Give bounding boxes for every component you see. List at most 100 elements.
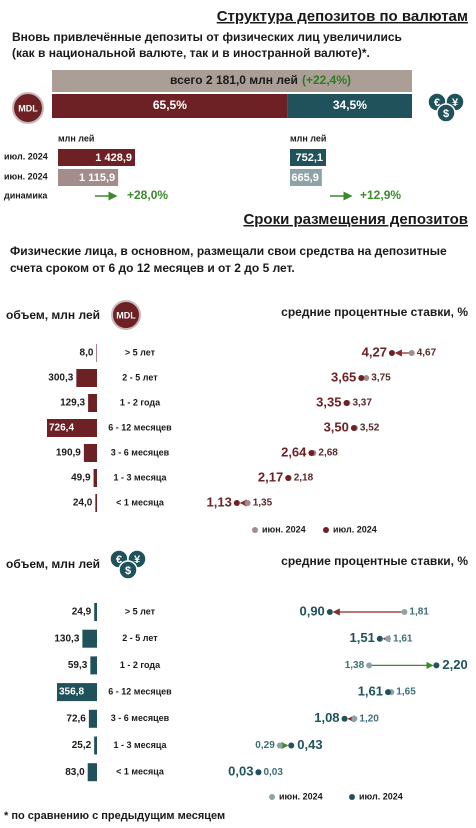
- rate-dot-jul: [376, 635, 383, 642]
- text-line: Вновь привлечённые депозиты от физически…: [12, 30, 402, 44]
- rate-label-jun: 1,65: [396, 687, 416, 698]
- table-bar: [58, 149, 135, 166]
- legend-swatch: [349, 794, 355, 800]
- category-label: 2 - 5 лет: [122, 633, 158, 643]
- volume-label: 24,9: [72, 607, 92, 618]
- rate-label-jul: 3,65: [331, 369, 356, 384]
- table-bar: [290, 169, 322, 186]
- rate-dot-jul: [343, 400, 350, 406]
- rate-label-jun: 4,67: [417, 348, 437, 359]
- volume-bar: [94, 736, 97, 755]
- fx-icon: [436, 103, 456, 123]
- volume-bar: [94, 603, 97, 621]
- volume-bar: [95, 494, 97, 512]
- rate-label-jun: 0,29: [255, 740, 275, 751]
- rate-dot-jul: [388, 350, 395, 356]
- volume-bar: [88, 709, 97, 728]
- volume-bar: [93, 469, 97, 487]
- unit-label: млн лей: [58, 133, 94, 143]
- volume-label: 129,3: [60, 398, 85, 409]
- rate-label-jun: 3,75: [371, 373, 391, 384]
- legend-label: июн. 2024: [262, 524, 306, 534]
- volume-bar: [96, 344, 97, 362]
- legend-swatch: [252, 527, 258, 533]
- category-label: > 5 лет: [125, 347, 156, 357]
- mdl-icon: [12, 92, 44, 124]
- fx-icon-symbol: ¥: [134, 554, 141, 566]
- rate-dot-jul: [255, 769, 262, 776]
- row-label: июн. 2024: [4, 171, 48, 181]
- total-label: всего 2 181,0 млн лей: [170, 73, 298, 87]
- volume-bar: [88, 394, 97, 412]
- total-bar: [52, 70, 412, 92]
- category-label: 3 - 6 месяцев: [111, 713, 170, 723]
- footnote: * по сравнению с предыдущим месяцем: [4, 810, 225, 822]
- text-line: счета сроком от 6 до 12 месяцев и от 2 д…: [10, 261, 295, 275]
- table-bar: [290, 149, 326, 166]
- row-label: динамика: [4, 190, 48, 200]
- volume-label: 49,9: [71, 473, 91, 484]
- category-label: 1 - 2 года: [120, 660, 161, 670]
- category-label: < 1 месяца: [116, 497, 165, 507]
- section-title: Сроки размещения депозитов: [243, 211, 468, 228]
- rate-dot-jul: [288, 742, 295, 749]
- rate-label-jul: 1,13: [207, 494, 232, 509]
- category-label: 2 - 5 лет: [122, 372, 158, 382]
- volume-axis-label: объем, млн лей: [6, 308, 100, 322]
- table-value: 1 428,9: [95, 152, 132, 164]
- rate-label-jul: 2,64: [281, 444, 307, 459]
- total-change: (+22,4%): [302, 73, 351, 87]
- fx-icon-symbol: ¥: [452, 97, 459, 109]
- share-label: 65,5%: [153, 98, 187, 112]
- rate-dot-jul: [358, 375, 365, 381]
- fx-icon-symbol: $: [443, 108, 449, 120]
- category-label: 1 - 3 месяца: [114, 740, 168, 750]
- volume-bar: [90, 656, 97, 675]
- rate-dot-jul: [326, 609, 333, 615]
- rate-dot-jun: [244, 500, 251, 506]
- category-label: 3 - 6 месяцев: [111, 447, 170, 457]
- fx-icon-symbol: $: [125, 565, 131, 577]
- rate-dot-jun: [385, 635, 392, 642]
- rate-label-jun: 1,38: [345, 660, 365, 671]
- rate-label-jul: 4,27: [362, 344, 387, 359]
- rate-label-jun: 2,18: [294, 473, 314, 484]
- volume-bar: [87, 763, 97, 782]
- volume-label: 83,0: [65, 767, 85, 778]
- fx-icon-symbol: €: [434, 97, 440, 109]
- rate-label-jul: 0,43: [297, 737, 322, 752]
- volume-label: 130,3: [54, 633, 79, 644]
- rate-dot-jul: [308, 450, 315, 456]
- table-value: 665,9: [291, 172, 319, 184]
- rate-dot-jul: [433, 662, 440, 669]
- rate-label-jul: 2,20: [442, 657, 467, 672]
- volume-bar: [57, 683, 97, 702]
- rate-label-jul: 0,90: [299, 603, 324, 618]
- rates-axis-label: средние процентные ставки, %: [281, 554, 468, 568]
- rate-label-jun: 3,52: [360, 423, 380, 434]
- share-label: 34,5%: [333, 98, 367, 112]
- volume-label: 8,0: [80, 348, 94, 359]
- mdl-icon-label: MDL: [18, 103, 38, 113]
- legend-label: июл. 2024: [359, 791, 403, 801]
- volume-bar: [83, 444, 97, 462]
- category-label: 6 - 12 месяцев: [108, 422, 172, 432]
- rate-dot-jul: [341, 715, 348, 722]
- category-label: > 5 лет: [125, 606, 156, 616]
- volume-label: 72,6: [66, 713, 86, 724]
- text-line: Физические лица, в основном, размещали с…: [10, 244, 447, 258]
- section-title: Структура депозитов по валютам: [217, 8, 468, 25]
- table-value: 752,1: [295, 152, 323, 164]
- volume-label: 190,9: [56, 448, 81, 459]
- rate-label-jul: 1,08: [314, 710, 339, 725]
- rate-label-jun: 1,81: [409, 607, 429, 618]
- table-value: 1 115,9: [79, 172, 115, 184]
- volume-axis-label: объем, млн лей: [6, 557, 100, 571]
- rate-label-jun: 1,35: [253, 498, 273, 509]
- category-label: 1 - 2 года: [120, 397, 161, 407]
- rate-label-jun: 2,68: [318, 448, 338, 459]
- volume-label: 356,8: [59, 687, 84, 698]
- rate-dot-jul: [350, 425, 357, 431]
- volume-label: 300,3: [48, 373, 73, 384]
- volume-bar: [76, 369, 97, 387]
